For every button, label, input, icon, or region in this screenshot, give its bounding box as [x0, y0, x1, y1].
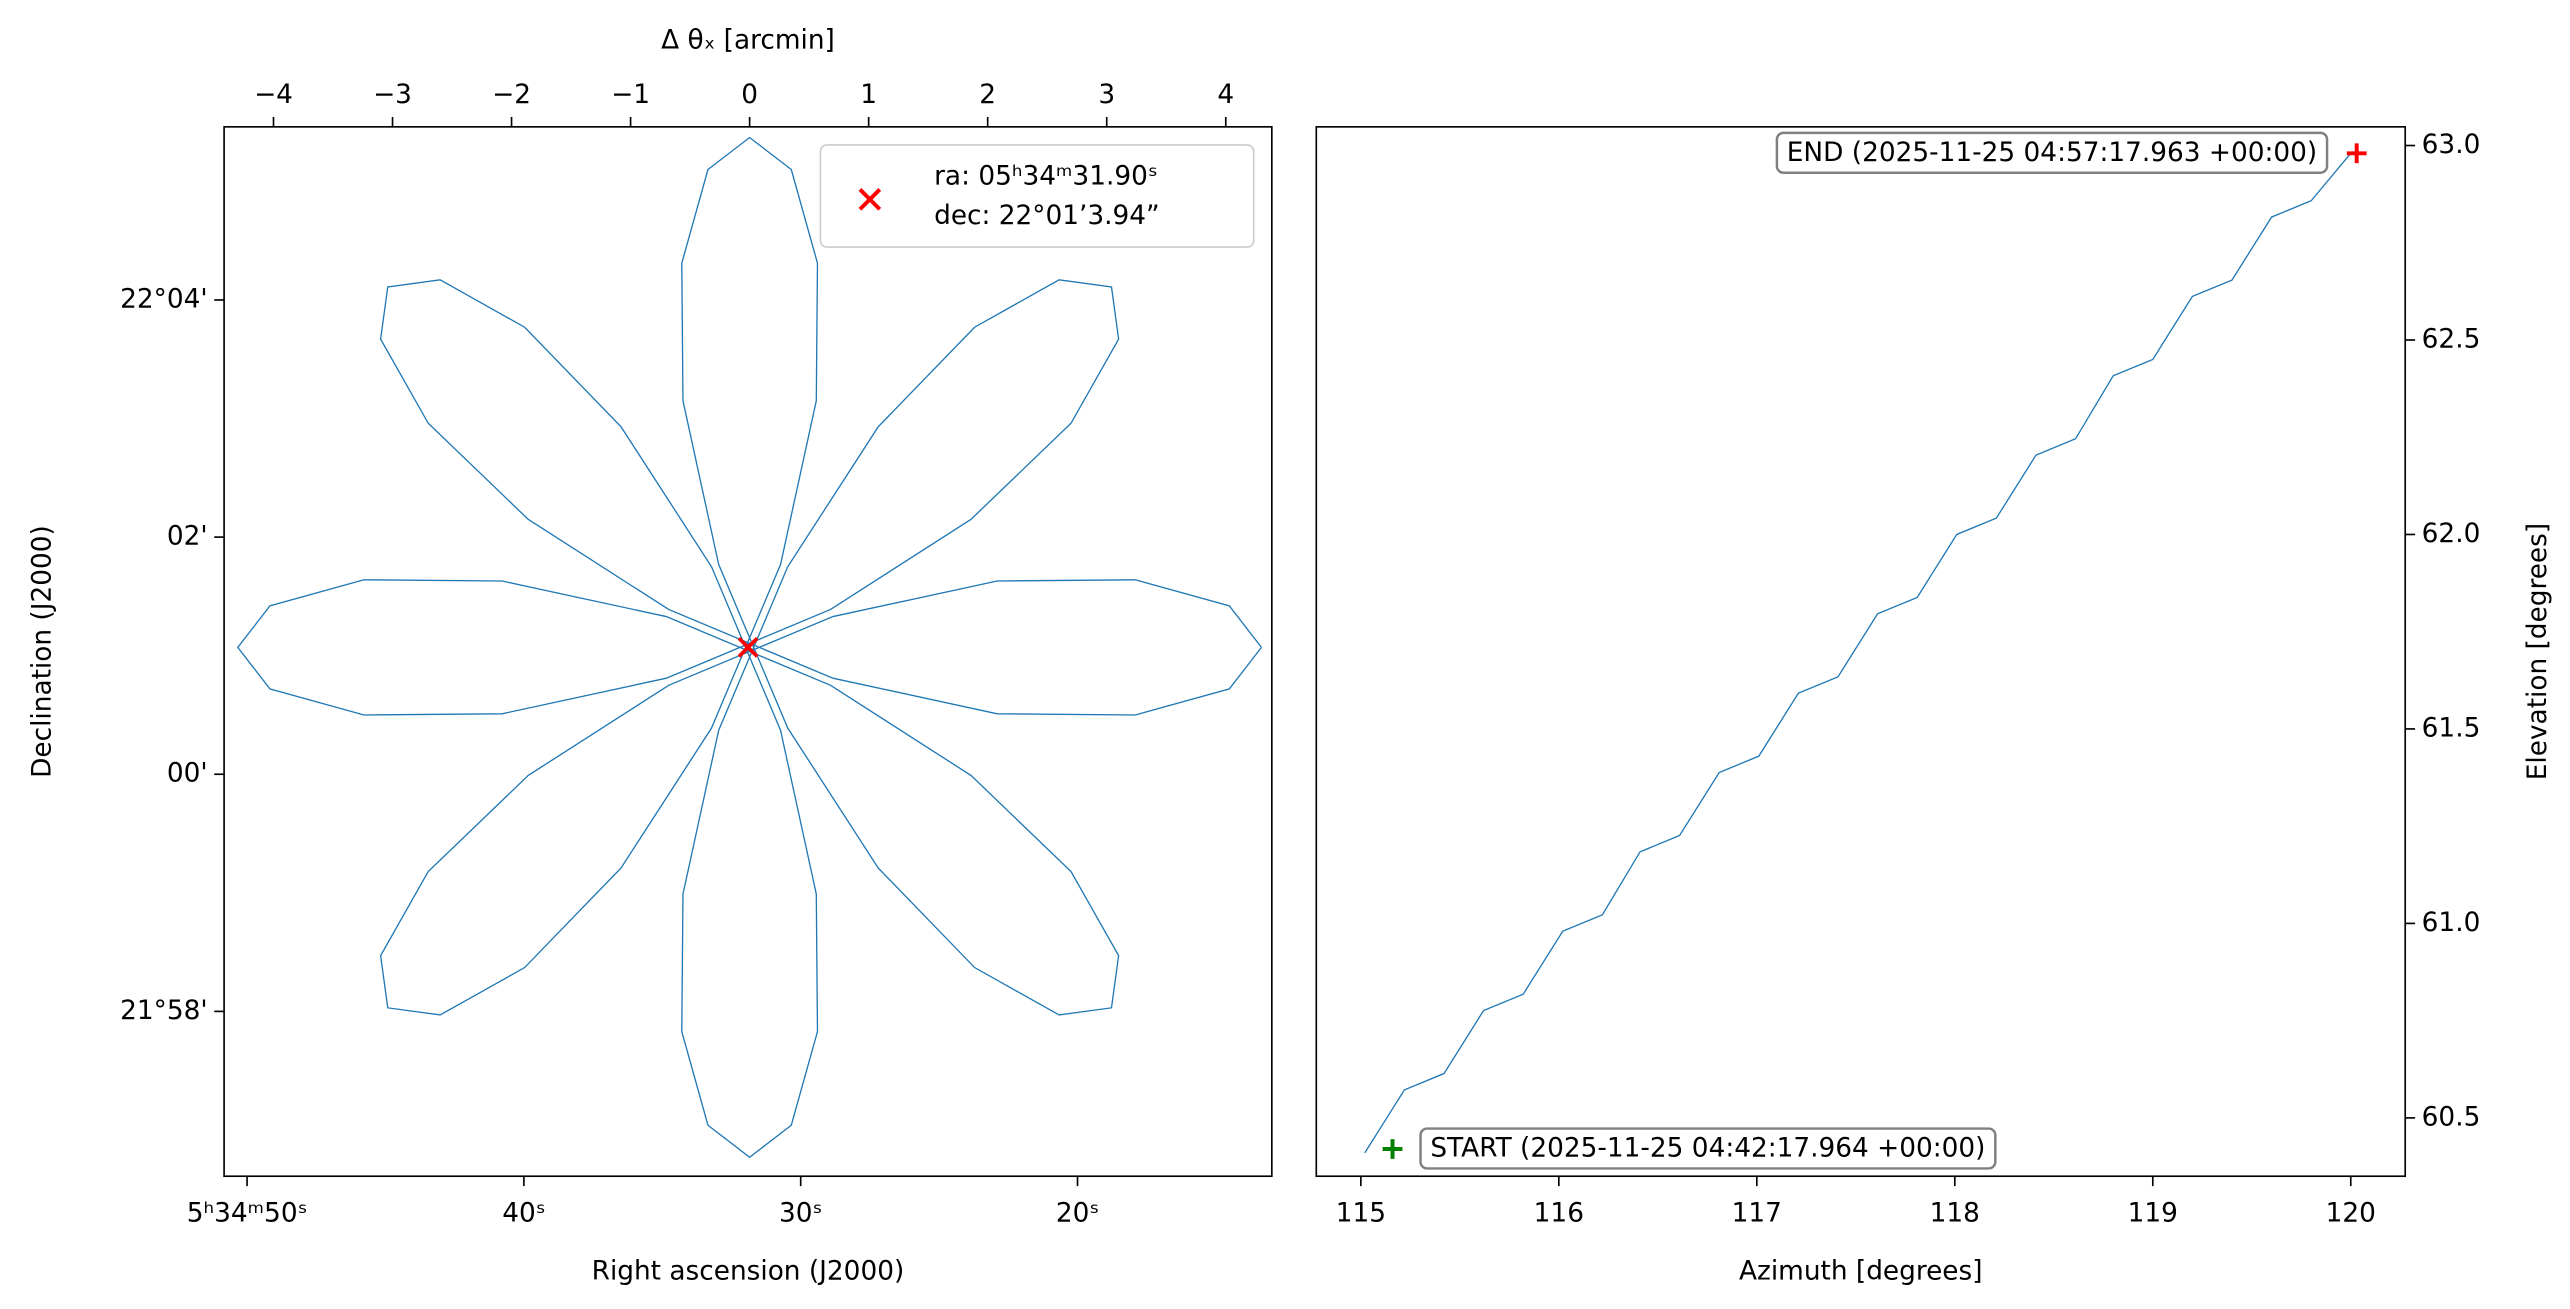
y-tick-label: 00' [167, 759, 208, 789]
plot-content [236, 136, 1262, 1159]
axes: 115 116 117 118 119 120 60.5 61.0 61.5 62.0 62.5 63… [1315, 126, 2553, 1286]
annotation-label: START (2025-11-25 04:42:17.964 +00:00) [1430, 1133, 1985, 1163]
x-tick-label: 20ˢ [1056, 1199, 1099, 1229]
axes-frame [1315, 126, 2407, 1178]
x-tick-label: 40ˢ [502, 1199, 545, 1229]
legend-line: dec: 22°01’3.94” [934, 200, 1160, 230]
legend-line: ra: 05ʰ34ᵐ31.90ˢ [934, 161, 1158, 191]
y-tick-label: 61.0 [2422, 908, 2481, 938]
x-tick-label: 116 [1534, 1199, 1584, 1229]
annotation-marker [2346, 143, 2367, 164]
x2-axis-label: Δ θₓ [arcmin] [661, 26, 835, 56]
x2-tick-label: −2 [492, 80, 531, 110]
legend-label: ra: 05ʰ34ᵐ31.90ˢ dec: 22°01’3.94” [934, 161, 1160, 231]
y-tick-label: 61.5 [2422, 713, 2481, 743]
scan-line [1364, 152, 2352, 1154]
plot-content [1364, 152, 2352, 1154]
annotation-box [1775, 131, 2329, 174]
y-axis-label: Elevation [degrees] [2523, 523, 2553, 780]
y-tick-label: 22°04' [120, 284, 207, 314]
annotation-box [1419, 1127, 1997, 1170]
x-tick-label: 120 [2326, 1199, 2376, 1229]
y-tick-label: 60.5 [2422, 1102, 2481, 1132]
annotation-marker [1382, 1139, 1403, 1159]
x-tick-label: 30ˢ [779, 1199, 822, 1229]
x2-tick-label: 4 [1217, 80, 1234, 110]
x-tick-label: 119 [2128, 1199, 2178, 1229]
x-tick-label: 5ʰ34ᵐ50ˢ [187, 1199, 308, 1229]
annotation-label: END (2025-11-25 04:57:17.963 +00:00) [1787, 138, 2317, 168]
annotation: END (2025-11-25 04:57:17.963 +00:00) [1775, 131, 2367, 174]
x2-tick-label: 3 [1098, 80, 1115, 110]
y-tick-label: 62.0 [2422, 519, 2481, 549]
legend: ra: 05ʰ34ᵐ31.90ˢ dec: 22°01’3.94” [819, 144, 1255, 248]
legend-box [819, 144, 1255, 248]
x-tick-label: 117 [1732, 1199, 1782, 1229]
x-tick-label: 118 [1930, 1199, 1980, 1229]
x-axis-label: Azimuth [degrees] [1739, 1256, 1983, 1286]
annotation: START (2025-11-25 04:42:17.964 +00:00) [1382, 1127, 1997, 1170]
x2-tick-label: −1 [611, 80, 650, 110]
x2-tick-label: 2 [979, 80, 996, 110]
y-axis-label: Declination (J2000) [27, 525, 57, 778]
scan-line [236, 136, 1262, 1159]
legend-marker [858, 188, 882, 211]
axes-frame [223, 126, 1273, 1178]
x2-tick-label: −3 [373, 80, 412, 110]
x2-tick-label: 0 [741, 80, 758, 110]
center-marker [737, 637, 759, 658]
y-tick-label: 62.5 [2422, 324, 2481, 354]
x2-tick-label: −4 [254, 80, 293, 110]
x-axis-label: Right ascension (J2000) [592, 1256, 905, 1286]
y-tick-label: 02' [167, 522, 208, 552]
x-tick-label: 115 [1336, 1199, 1386, 1229]
axes: 5ʰ34ᵐ50ˢ 40ˢ 30ˢ 20ˢ −4 −3 −2 −1 0 1 2 3 4 22°04' 02' 0… [27, 26, 1273, 1286]
y-tick-label: 63.0 [2422, 130, 2481, 160]
y-tick-label: 21°58' [120, 996, 207, 1026]
x2-tick-label: 1 [860, 80, 877, 110]
